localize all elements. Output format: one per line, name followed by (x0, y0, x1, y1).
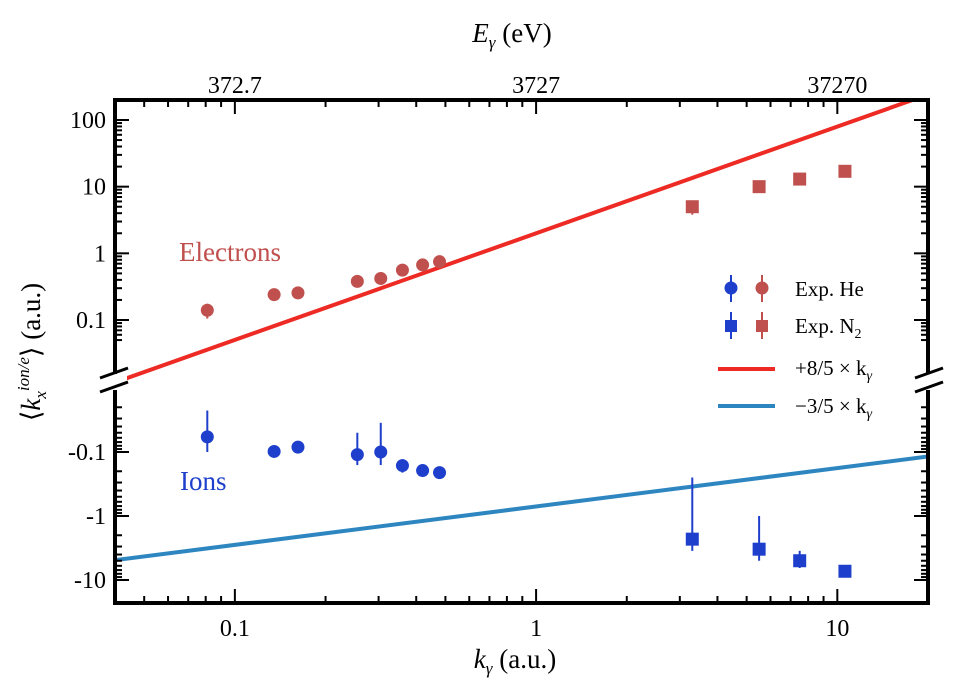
x-axis-title: kγ (a.u.) (474, 644, 556, 678)
ions-n2-point (685, 532, 699, 546)
electrons-n2-point (838, 164, 852, 178)
ions-he-point (416, 464, 430, 478)
legend: Exp. He Exp. N2 +8/5 × kγ −3/5 × kγ (718, 275, 873, 422)
y-tick-label: 100 (70, 108, 106, 134)
ions-he-point (267, 444, 281, 458)
electrons-he-point (416, 258, 430, 272)
svg-text:Exp. N2: Exp. N2 (795, 314, 862, 342)
legend-entry-ion-fit: −3/5 × kγ (718, 394, 873, 422)
electrons-n2-point (752, 180, 766, 194)
annotation-electrons: Electrons (179, 237, 281, 267)
axis-break (99, 366, 944, 394)
electrons-he-point (350, 274, 364, 288)
fit-ions-line (115, 454, 928, 563)
ions-he-point (374, 445, 388, 459)
y-tick-label: 1 (94, 241, 106, 267)
x-tick-label: 1 (530, 616, 542, 642)
electrons-he-point (291, 286, 305, 300)
top-axis-title: Eγ (eV) (471, 18, 551, 52)
y-tick-label: -10 (74, 568, 106, 594)
legend-entry-he: Exp. He (724, 275, 864, 302)
fit-electrons-line (115, 100, 919, 385)
y-axis-title: ⟨kxion/e⟩ (a.u.) (14, 283, 50, 421)
y-tick-label: -0.1 (68, 440, 106, 466)
electrons-he-point (267, 288, 281, 302)
tick-labels: 0.1 1 10 372.7 3727 37270 0.1 1 10 100 -0.1 -1 -10 (68, 73, 867, 642)
annotation-ions: Ions (180, 466, 227, 496)
y-tick-label: -1 (86, 504, 106, 530)
ions-he-point (433, 466, 447, 480)
ions-n2-point (838, 564, 852, 578)
legend-entry-electron-fit: +8/5 × kγ (718, 356, 873, 384)
ions-he-point (291, 440, 305, 454)
electrons-he-point (200, 303, 214, 317)
svg-text:−3/5 × kγ: −3/5 × kγ (795, 394, 873, 422)
electrons-n2-point (685, 200, 699, 214)
fit-lines (115, 100, 928, 563)
y-tick-label: 10 (82, 175, 106, 201)
svg-text:+8/5 × kγ: +8/5 × kγ (795, 356, 873, 384)
svg-text:Exp. He: Exp. He (795, 277, 864, 301)
y-tick-label: 0.1 (76, 308, 106, 334)
top-tick-label: 37270 (807, 73, 867, 99)
electrons-n2-point (793, 172, 807, 186)
ticks (114, 100, 929, 603)
electrons-he-point (374, 271, 388, 285)
electrons-he-point (433, 255, 447, 269)
ions-he-point (350, 448, 364, 462)
electrons-he-point (395, 263, 409, 277)
ions-n2-point (793, 554, 807, 568)
ions-n2-point (752, 542, 766, 556)
plot-area (115, 100, 928, 578)
ions-he-point (200, 430, 214, 444)
data-markers (200, 164, 852, 578)
x-tick-label: 10 (825, 616, 849, 642)
legend-entry-n2: Exp. N2 (725, 312, 862, 342)
ions-he-point (395, 459, 409, 473)
top-tick-label: 372.7 (208, 73, 262, 99)
x-tick-label: 0.1 (220, 616, 250, 642)
top-tick-label: 3727 (512, 73, 560, 99)
error-bars (206, 169, 846, 574)
